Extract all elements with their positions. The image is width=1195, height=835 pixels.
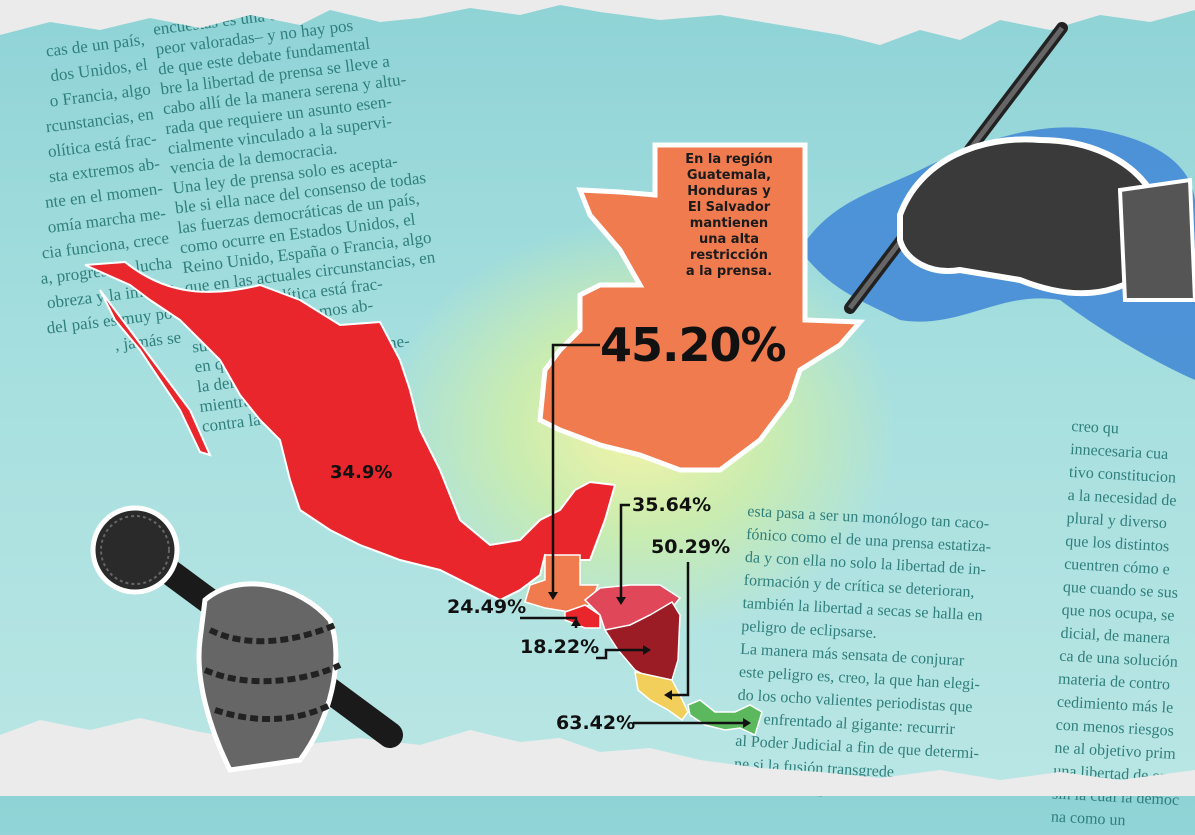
guatemala-highlight-value: 45.20% [600, 318, 787, 372]
torn-paper-top [0, 0, 1195, 45]
callout-text: En la región Guatemala, Honduras y El Salva… [655, 152, 803, 280]
label-el-salvador: 24.49% [447, 596, 527, 618]
map-nicaragua [603, 600, 681, 681]
text-line: Guatemala, [686, 168, 772, 183]
label-costa-rica: 50.29% [651, 536, 731, 558]
arrow-heads [548, 592, 751, 728]
label-honduras: 35.64% [632, 494, 712, 516]
label-panama: 63.42% [556, 712, 636, 734]
arrow-guatemala [551, 343, 600, 595]
torn-paper-bottom [0, 718, 1195, 796]
arrow-nicaragua [596, 648, 645, 660]
hand-pencil-illustration [844, 22, 1195, 314]
label-nicaragua: 18.22% [520, 636, 600, 658]
text-line: El Salvador [687, 200, 771, 215]
map-guatemala-enlarged [537, 142, 866, 473]
text-line: En la región [685, 152, 773, 167]
text-line: restricción [689, 248, 769, 263]
text-line: Honduras y [687, 184, 771, 199]
map-panama [687, 699, 763, 737]
text-line: mantienen [689, 216, 769, 231]
text-line: una alta [698, 232, 760, 247]
map-mexico [84, 260, 617, 602]
map-illustration [0, 0, 1195, 796]
arrow-honduras [619, 503, 630, 600]
text-line: a la prensa. [685, 264, 773, 279]
microphone-illustration [90, 505, 403, 773]
arrow-costa-rica [668, 562, 690, 697]
map-costa-rica [634, 671, 689, 722]
label-mexico: 34.9% [330, 462, 393, 483]
